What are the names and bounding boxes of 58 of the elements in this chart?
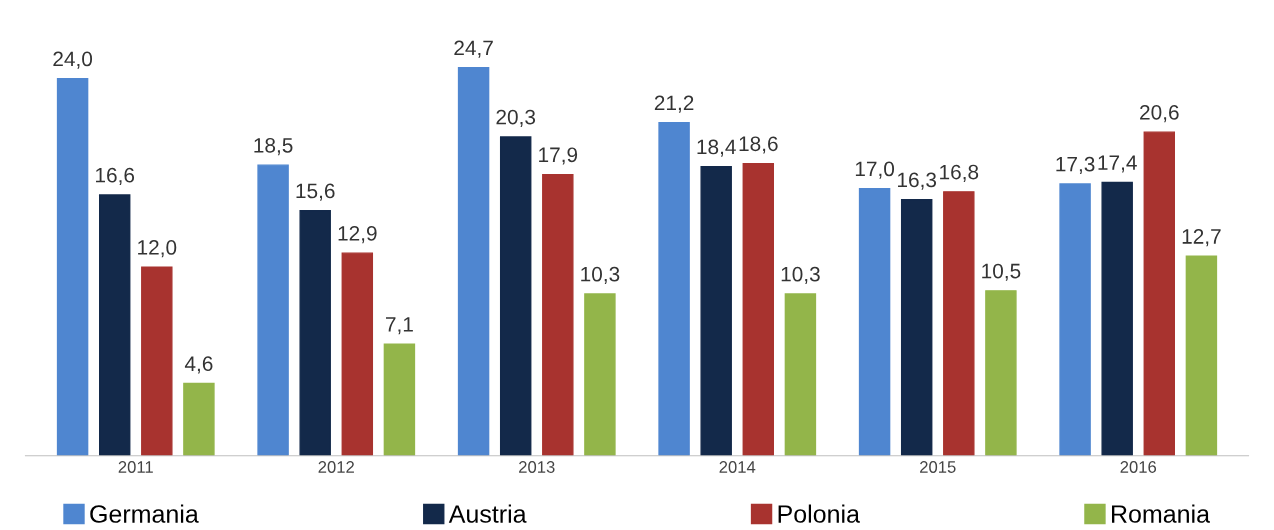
data-label: 24,7 <box>454 40 493 58</box>
data-label: 16,8 <box>940 164 979 182</box>
data-label: 10,3 <box>781 266 820 284</box>
data-label: 15,6 <box>296 183 335 201</box>
bar <box>584 293 616 456</box>
bar <box>383 343 416 456</box>
bar <box>742 162 775 456</box>
bar <box>700 166 732 456</box>
x-tick-label: 2015 <box>920 461 956 473</box>
data-label: 10,3 <box>581 266 620 284</box>
data-label: 20,6 <box>1140 104 1179 123</box>
data-label: 17,3 <box>1056 156 1095 175</box>
data-label: 24,0 <box>53 51 93 69</box>
bar <box>858 188 891 456</box>
bar <box>341 252 374 456</box>
legend-label: Germania <box>90 504 199 523</box>
bar <box>1185 255 1218 456</box>
bar <box>257 164 289 456</box>
data-label: 17,4 <box>1098 155 1137 173</box>
bar <box>985 290 1017 456</box>
bar <box>98 194 131 456</box>
data-label: 21,2 <box>654 95 694 113</box>
x-tick-label: 2012 <box>318 461 354 473</box>
x-tick-label: 2011 <box>118 461 153 473</box>
x-tick-label: 2013 <box>519 461 555 473</box>
data-label: 17,0 <box>855 161 895 179</box>
data-label: 20,3 <box>496 109 536 127</box>
bar <box>542 173 574 456</box>
data-label: 18,6 <box>739 136 778 154</box>
bar <box>1059 183 1091 456</box>
bar <box>1143 131 1176 456</box>
data-label: 17,9 <box>539 147 578 165</box>
data-label: 16,3 <box>898 172 937 190</box>
bar <box>499 136 532 456</box>
legend-label: Polonia <box>778 504 860 523</box>
legend-label: Austria <box>448 504 527 523</box>
data-label: 18,5 <box>254 137 293 156</box>
data-label: 12,9 <box>338 225 377 244</box>
bar <box>900 199 933 456</box>
bar <box>141 266 173 456</box>
x-tick-label: 2014 <box>719 461 756 473</box>
bar <box>183 382 215 456</box>
bar <box>1101 181 1133 456</box>
data-label: 12,0 <box>138 240 177 258</box>
bar <box>784 293 817 456</box>
data-label: 10,5 <box>982 263 1021 281</box>
data-label: 7,1 <box>386 317 413 335</box>
x-tick-label: 2016 <box>1120 461 1157 473</box>
data-label: 16,6 <box>96 167 135 186</box>
data-label: 4,6 <box>184 356 213 374</box>
bar <box>299 210 331 456</box>
bar <box>457 67 490 456</box>
legend-label: Romania <box>1112 504 1210 523</box>
bar <box>56 78 89 456</box>
bar <box>943 191 975 456</box>
data-label: 18,4 <box>697 139 736 157</box>
data-label: 12,7 <box>1182 229 1221 247</box>
bar <box>658 122 690 456</box>
